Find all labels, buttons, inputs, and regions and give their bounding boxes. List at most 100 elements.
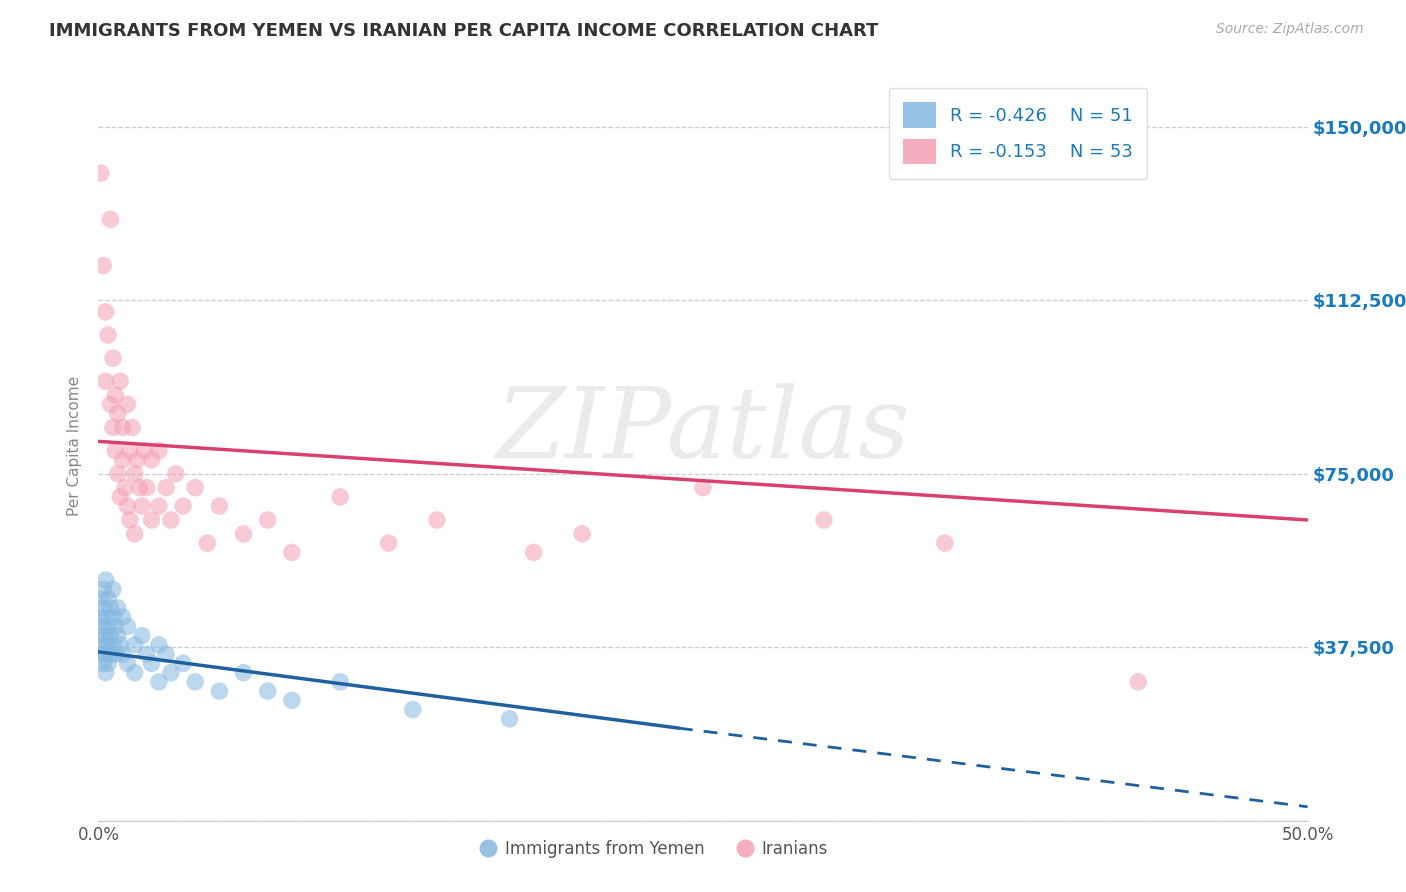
Point: [208, 684, 231, 698]
Point: [107, 407, 129, 421]
Point: [208, 499, 231, 513]
Point: [117, 657, 139, 671]
Point: [101, 420, 124, 434]
Point: [94, 305, 117, 319]
Point: [101, 582, 124, 597]
Point: [426, 513, 449, 527]
Point: [90, 610, 112, 624]
Point: [131, 629, 153, 643]
Point: [94, 573, 117, 587]
Point: [91, 259, 114, 273]
Point: [97, 328, 120, 343]
Point: [184, 674, 207, 689]
Point: [281, 693, 304, 707]
Point: [124, 665, 146, 680]
Point: [101, 638, 124, 652]
Point: [148, 499, 170, 513]
Point: [155, 647, 177, 661]
Point: [97, 638, 120, 652]
Point: [91, 657, 114, 671]
Point: [329, 674, 352, 689]
Point: [172, 657, 194, 671]
Point: [91, 600, 114, 615]
Point: [135, 647, 157, 661]
Point: [232, 527, 254, 541]
Point: [104, 443, 127, 458]
Point: [256, 513, 278, 527]
Point: [97, 657, 120, 671]
Point: [94, 374, 117, 388]
Point: [195, 536, 218, 550]
Point: [692, 481, 714, 495]
Text: Source: ZipAtlas.com: Source: ZipAtlas.com: [1216, 22, 1364, 37]
Point: [118, 513, 141, 527]
Text: ZIPatlas: ZIPatlas: [496, 384, 910, 479]
Point: [127, 453, 149, 467]
Legend: Immigrants from Yemen, Iranians: Immigrants from Yemen, Iranians: [475, 833, 834, 864]
Point: [117, 499, 139, 513]
Point: [117, 619, 139, 633]
Point: [91, 619, 114, 633]
Point: [934, 536, 956, 550]
Point: [121, 420, 143, 434]
Point: [281, 545, 304, 559]
Point: [148, 638, 170, 652]
Point: [94, 647, 117, 661]
Point: [104, 647, 127, 661]
Point: [377, 536, 399, 550]
Point: [1128, 674, 1150, 689]
Point: [94, 665, 117, 680]
Point: [111, 453, 134, 467]
Point: [131, 499, 153, 513]
Point: [124, 527, 146, 541]
Point: [107, 629, 129, 643]
Point: [114, 481, 136, 495]
Point: [141, 453, 163, 467]
Point: [160, 665, 183, 680]
Point: [134, 443, 156, 458]
Point: [90, 166, 112, 180]
Point: [155, 481, 177, 495]
Point: [94, 610, 117, 624]
Point: [172, 499, 194, 513]
Point: [124, 638, 146, 652]
Point: [101, 610, 124, 624]
Point: [128, 481, 150, 495]
Point: [108, 490, 131, 504]
Point: [118, 443, 141, 458]
Point: [90, 629, 112, 643]
Point: [498, 712, 520, 726]
Point: [97, 591, 120, 606]
Point: [100, 600, 122, 615]
Point: [111, 610, 134, 624]
Point: [90, 591, 112, 606]
Point: [108, 638, 131, 652]
Point: [184, 481, 207, 495]
Point: [571, 527, 593, 541]
Point: [100, 397, 122, 411]
Point: [329, 490, 352, 504]
Point: [141, 657, 163, 671]
Point: [256, 684, 278, 698]
Point: [107, 467, 129, 481]
Point: [148, 674, 170, 689]
Point: [108, 374, 131, 388]
Point: [148, 443, 170, 458]
Point: [523, 545, 546, 559]
Point: [402, 703, 425, 717]
Text: IMMIGRANTS FROM YEMEN VS IRANIAN PER CAPITA INCOME CORRELATION CHART: IMMIGRANTS FROM YEMEN VS IRANIAN PER CAP…: [49, 22, 879, 40]
Point: [90, 647, 112, 661]
Point: [97, 619, 120, 633]
Point: [100, 647, 122, 661]
Y-axis label: Per Capita Income: Per Capita Income: [67, 376, 83, 516]
Point: [232, 665, 254, 680]
Point: [160, 513, 183, 527]
Point: [135, 481, 157, 495]
Point: [91, 582, 114, 597]
Point: [104, 388, 127, 402]
Point: [100, 629, 122, 643]
Point: [141, 513, 163, 527]
Point: [813, 513, 835, 527]
Point: [91, 638, 114, 652]
Point: [104, 619, 127, 633]
